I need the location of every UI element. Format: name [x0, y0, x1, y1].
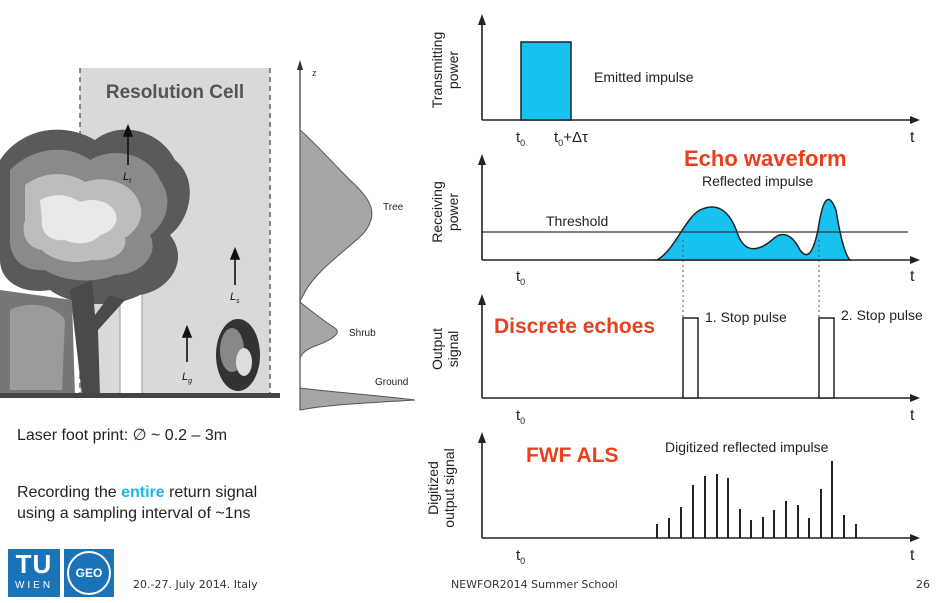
stop-pulse-1 [682, 317, 699, 399]
t-axis-label-4: t [910, 547, 915, 564]
shrub-graphic [216, 319, 260, 391]
resolution-cell-label: Resolution Cell [106, 82, 244, 103]
stop-pulse-2-label: 2. Stop pulse [841, 307, 923, 323]
emitted-pulse [520, 41, 572, 121]
profile-label-shrub: Shrub [349, 328, 376, 339]
height-label-t: Lt [123, 171, 132, 185]
footer-event: NEWFOR2014 Summer School [451, 578, 618, 591]
discrete-echoes-label: Discrete echoes [494, 315, 656, 338]
geo-logo: GEO [64, 549, 114, 597]
recording-text-post: return signal [164, 484, 258, 501]
tree-graphic [0, 129, 190, 396]
digitized-ylabel: Digitizedoutput signal [425, 448, 457, 527]
recording-highlight: entire [121, 484, 165, 501]
emitted-label: Emitted impulse [594, 69, 694, 85]
profile-label-tree: Tree [383, 202, 404, 213]
t0-label-4: t0 [516, 547, 525, 566]
transmit-ylabel: Transmittingpower [429, 32, 461, 109]
canopy-illustration: Resolution Cell Lt Ls Lg z Tree Shrub Gr… [0, 60, 416, 411]
stop-pulse-1-label: 1. Stop pulse [705, 309, 787, 325]
logo-tu-text: TU [15, 549, 53, 579]
t-axis-label-1: t [910, 129, 915, 146]
vertical-profile: z Tree Shrub Ground [297, 60, 416, 411]
footprint-caption: Laser foot print: ∅ ~ 0.2 – 3m [17, 427, 228, 444]
t-axis-label-3: t [910, 407, 915, 424]
output-ylabel: Outputsignal [429, 328, 461, 370]
recording-caption: Recording the entire return signal using… [17, 482, 257, 524]
t0-label-1: t0 [516, 129, 525, 148]
height-label-g: Lg [182, 371, 192, 385]
signal-diagrams: Emitted impulse Transmittingpower t0 t0+… [425, 14, 923, 566]
page-number: 26 [916, 578, 930, 591]
fwf-als-label: FWF ALS [526, 444, 619, 467]
t-axis-label-2: t [910, 268, 915, 285]
recording-text-line2: using a sampling interval of ~1ns [17, 505, 251, 522]
t0-label-3: t0 [516, 407, 525, 426]
sample-bars [656, 461, 857, 538]
footer-date: 20.-27. July 2014. Italy [133, 578, 258, 591]
digitized-label: Digitized reflected impulse [665, 439, 829, 455]
t0-plus-label: t0+Δτ [554, 129, 588, 148]
receive-ylabel: Receivingpower [429, 181, 461, 242]
reflected-label: Reflected impulse [702, 173, 813, 189]
tu-wien-logo: TU WIEN [8, 549, 60, 597]
logo-geo-text: GEO [75, 566, 103, 580]
profile-axis-label: z [312, 68, 317, 78]
logo-wien-text: WIEN [14, 580, 54, 591]
threshold-label: Threshold [546, 213, 608, 229]
height-label-s: Ls [230, 291, 240, 305]
stop-pulse-2 [818, 317, 835, 399]
reflected-waveform [654, 198, 852, 261]
recording-text-pre: Recording the [17, 484, 122, 501]
echo-waveform-label: Echo waveform [684, 146, 847, 171]
t0-label-2: t0 [516, 268, 525, 287]
height-arrows [122, 123, 241, 362]
profile-label-ground: Ground [375, 377, 408, 388]
